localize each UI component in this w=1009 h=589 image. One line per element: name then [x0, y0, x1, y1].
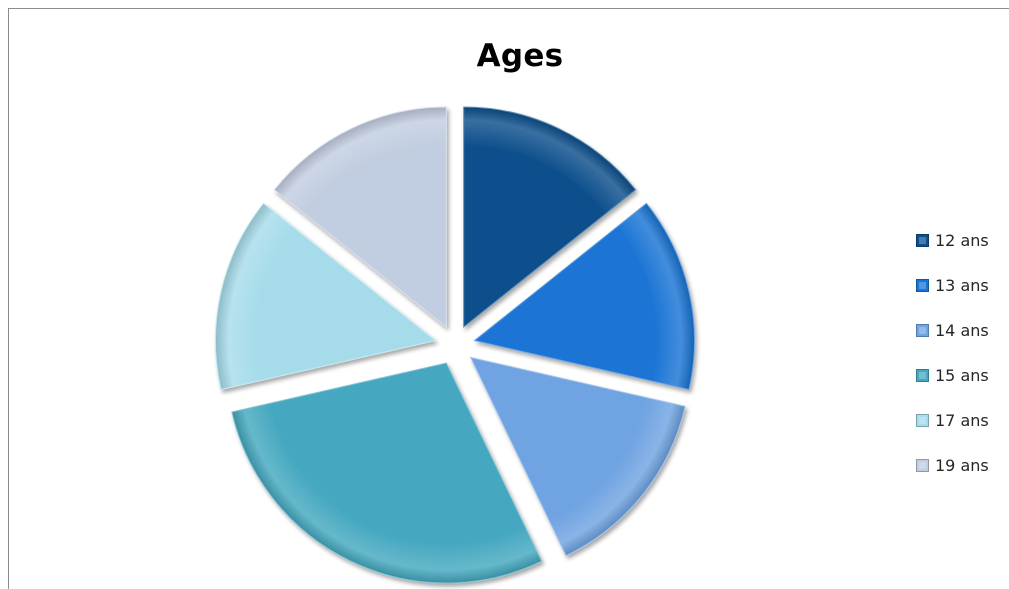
pie-slice-17-ans: [215, 202, 437, 391]
legend-item: 17 ans: [916, 398, 1008, 443]
legend-item: 15 ans: [916, 353, 1008, 398]
legend-label: 17 ans: [935, 411, 989, 430]
legend-label: 13 ans: [935, 276, 989, 295]
chart-frame: [8, 8, 1009, 589]
pie-slice-15-ans: [231, 362, 543, 584]
legend-label: 19 ans: [935, 456, 989, 475]
legend-item: 12 ans: [916, 218, 1008, 263]
pie-slice-14-ans: [469, 356, 686, 557]
legend: 12 ans 13 ans 14 ans 15 ans 17 ans 19 ans: [916, 218, 1008, 488]
legend-swatch: [916, 414, 929, 427]
pie-slices: [215, 106, 695, 584]
legend-item: 19 ans: [916, 443, 1008, 488]
legend-label: 12 ans: [935, 231, 989, 250]
legend-item: 14 ans: [916, 308, 1008, 353]
legend-label: 15 ans: [935, 366, 989, 385]
chart-title: Ages: [476, 38, 564, 74]
legend-swatch: [916, 324, 929, 337]
pie-slice-12-ans: [463, 106, 637, 329]
legend-swatch: [916, 459, 929, 472]
legend-swatch: [916, 369, 929, 382]
legend-label: 14 ans: [935, 321, 989, 340]
legend-swatch: [916, 234, 929, 247]
legend-swatch: [916, 279, 929, 292]
legend-item: 13 ans: [916, 263, 1008, 308]
pie-slice-13-ans: [473, 202, 695, 391]
pie-slice-19-ans: [273, 106, 447, 329]
